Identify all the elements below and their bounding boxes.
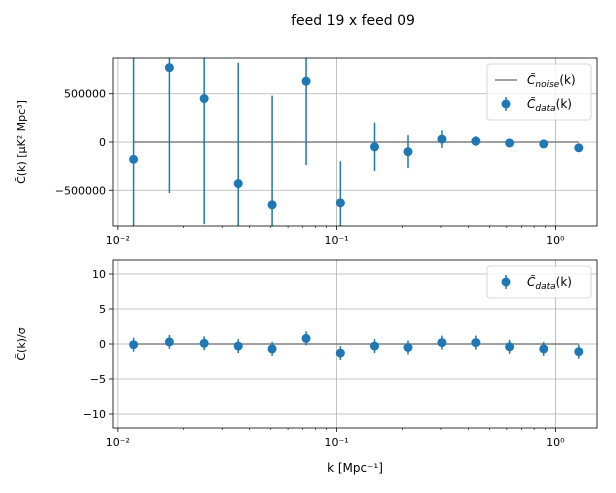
data-point <box>370 341 380 351</box>
data-point <box>471 136 481 146</box>
data-point <box>301 333 311 343</box>
data-point <box>437 134 447 144</box>
data-point <box>267 200 277 210</box>
data-point <box>267 344 277 354</box>
y-tick-label: 500000 <box>64 88 106 101</box>
legend-label: C̃data(k) <box>527 97 572 114</box>
y-tick-label: 5 <box>99 303 106 316</box>
data-point <box>505 138 515 148</box>
data-point <box>129 154 139 164</box>
panel-top: 10⁻² 10⁻¹ 10⁰ −500000 0 500000 C̃(k) [μK² Mpc³… <box>15 57 598 247</box>
y-tick-label: 10 <box>92 268 106 281</box>
y-tick-label: 0 <box>99 338 106 351</box>
data-point <box>574 143 584 153</box>
legend-box <box>486 265 592 299</box>
y-tick-label: −5 <box>90 373 106 386</box>
x-tick-label: 10⁰ <box>546 436 565 449</box>
data-point <box>301 76 311 86</box>
legend-swatch-marker <box>501 277 511 287</box>
data-point <box>471 338 481 348</box>
data-point <box>164 63 174 73</box>
data-point <box>539 344 549 354</box>
panel-bottom: 10⁻² 10⁻¹ 10⁰ −10 −5 0 5 10 C̃(k)/σ k [Mpc⁻¹] C̃da… <box>15 259 598 475</box>
x-tick-label: 10⁰ <box>546 234 565 247</box>
plot-area <box>129 331 584 361</box>
data-point <box>233 341 243 351</box>
data-point <box>335 198 345 208</box>
data-point <box>370 142 380 152</box>
data-point <box>505 342 515 352</box>
data-point <box>233 179 243 189</box>
x-tick-label: 10⁻¹ <box>325 234 349 247</box>
data-point <box>403 343 413 352</box>
legend-label: C̃noise(k) <box>527 73 576 90</box>
data-point <box>437 338 447 348</box>
x-axis-label: k [Mpc⁻¹] <box>327 461 383 475</box>
data-point <box>199 94 209 104</box>
data-point <box>164 337 174 347</box>
legend-label: C̃data(k) <box>527 275 572 292</box>
y-axis-label: C̃(k)/σ <box>15 327 28 360</box>
y-tick-label: 0 <box>99 136 106 149</box>
x-tick-label: 10⁻² <box>106 234 130 247</box>
data-point <box>574 347 584 357</box>
plot-area <box>129 58 584 226</box>
data-point <box>539 139 549 149</box>
legend-swatch-marker <box>501 99 511 109</box>
legend-box <box>486 63 592 121</box>
data-point <box>199 338 209 348</box>
x-tick-label: 10⁻² <box>106 436 130 449</box>
data-point <box>403 147 413 157</box>
figure-title: feed 19 x feed 09 <box>291 13 415 29</box>
data-point <box>129 340 139 350</box>
data-point <box>335 348 345 358</box>
y-tick-label: −500000 <box>55 184 106 197</box>
y-tick-label: −10 <box>83 408 106 421</box>
y-axis-label: C̃(k) [μK² Mpc³] <box>15 100 28 184</box>
x-tick-label: 10⁻¹ <box>325 436 349 449</box>
